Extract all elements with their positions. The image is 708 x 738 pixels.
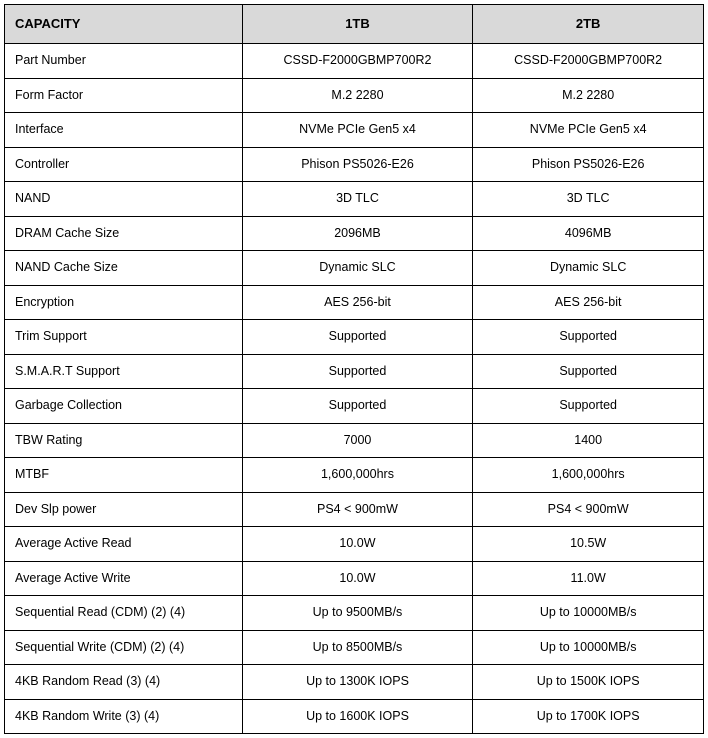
cell-2tb: 4096MB xyxy=(473,216,704,251)
cell-1tb: 10.0W xyxy=(242,561,473,596)
cell-2tb: 3D TLC xyxy=(473,182,704,217)
cell-1tb: Up to 1600K IOPS xyxy=(242,699,473,734)
cell-1tb: Dynamic SLC xyxy=(242,251,473,286)
table-row: Average Active Read10.0W10.5W xyxy=(5,527,704,562)
table-row: InterfaceNVMe PCIe Gen5 x4NVMe PCIe Gen5… xyxy=(5,113,704,148)
table-row: DRAM Cache Size2096MB4096MB xyxy=(5,216,704,251)
cell-1tb: Phison PS5026-E26 xyxy=(242,147,473,182)
cell-1tb: NVMe PCIe Gen5 x4 xyxy=(242,113,473,148)
cell-1tb: Up to 9500MB/s xyxy=(242,596,473,631)
table-row: Average Active Write10.0W11.0W xyxy=(5,561,704,596)
table-row: NAND3D TLC3D TLC xyxy=(5,182,704,217)
row-label: DRAM Cache Size xyxy=(5,216,243,251)
row-label: Dev Slp power xyxy=(5,492,243,527)
row-label: NAND xyxy=(5,182,243,217)
table-row: EncryptionAES 256-bitAES 256-bit xyxy=(5,285,704,320)
table-row: Sequential Write (CDM) (2) (4)Up to 8500… xyxy=(5,630,704,665)
cell-2tb: Up to 10000MB/s xyxy=(473,630,704,665)
row-label: MTBF xyxy=(5,458,243,493)
row-label: Form Factor xyxy=(5,78,243,113)
cell-2tb: 10.5W xyxy=(473,527,704,562)
cell-1tb: Up to 8500MB/s xyxy=(242,630,473,665)
row-label: Sequential Write (CDM) (2) (4) xyxy=(5,630,243,665)
table-row: Sequential Read (CDM) (2) (4)Up to 9500M… xyxy=(5,596,704,631)
cell-2tb: Supported xyxy=(473,389,704,424)
cell-2tb: Up to 1500K IOPS xyxy=(473,665,704,700)
table-row: MTBF1,600,000hrs1,600,000hrs xyxy=(5,458,704,493)
row-label: Sequential Read (CDM) (2) (4) xyxy=(5,596,243,631)
cell-2tb: Up to 1700K IOPS xyxy=(473,699,704,734)
table-row: ControllerPhison PS5026-E26Phison PS5026… xyxy=(5,147,704,182)
cell-2tb: Dynamic SLC xyxy=(473,251,704,286)
row-label: Garbage Collection xyxy=(5,389,243,424)
table-row: Garbage CollectionSupportedSupported xyxy=(5,389,704,424)
spec-table: CAPACITY 1TB 2TB Part NumberCSSD-F2000GB… xyxy=(4,4,704,734)
row-label: Interface xyxy=(5,113,243,148)
cell-1tb: M.2 2280 xyxy=(242,78,473,113)
cell-2tb: CSSD-F2000GBMP700R2 xyxy=(473,44,704,79)
cell-1tb: Supported xyxy=(242,320,473,355)
row-label: NAND Cache Size xyxy=(5,251,243,286)
cell-1tb: AES 256-bit xyxy=(242,285,473,320)
cell-2tb: 1,600,000hrs xyxy=(473,458,704,493)
cell-2tb: 11.0W xyxy=(473,561,704,596)
table-row: 4KB Random Write (3) (4)Up to 1600K IOPS… xyxy=(5,699,704,734)
row-label: 4KB Random Read (3) (4) xyxy=(5,665,243,700)
row-label: Average Active Read xyxy=(5,527,243,562)
cell-1tb: Supported xyxy=(242,354,473,389)
table-row: TBW Rating70001400 xyxy=(5,423,704,458)
cell-2tb: PS4 < 900mW xyxy=(473,492,704,527)
cell-1tb: 1,600,000hrs xyxy=(242,458,473,493)
cell-2tb: Phison PS5026-E26 xyxy=(473,147,704,182)
row-label: TBW Rating xyxy=(5,423,243,458)
cell-1tb: 2096MB xyxy=(242,216,473,251)
table-header-row: CAPACITY 1TB 2TB xyxy=(5,5,704,44)
table-row: Dev Slp powerPS4 < 900mWPS4 < 900mW xyxy=(5,492,704,527)
table-row: Form FactorM.2 2280M.2 2280 xyxy=(5,78,704,113)
row-label: 4KB Random Write (3) (4) xyxy=(5,699,243,734)
table-row: NAND Cache SizeDynamic SLCDynamic SLC xyxy=(5,251,704,286)
cell-1tb: PS4 < 900mW xyxy=(242,492,473,527)
cell-2tb: M.2 2280 xyxy=(473,78,704,113)
table-body: Part NumberCSSD-F2000GBMP700R2CSSD-F2000… xyxy=(5,44,704,734)
row-label: Part Number xyxy=(5,44,243,79)
cell-2tb: 1400 xyxy=(473,423,704,458)
col-header-2tb: 2TB xyxy=(473,5,704,44)
cell-2tb: Supported xyxy=(473,320,704,355)
cell-1tb: Supported xyxy=(242,389,473,424)
cell-2tb: AES 256-bit xyxy=(473,285,704,320)
table-row: Trim SupportSupportedSupported xyxy=(5,320,704,355)
cell-1tb: 7000 xyxy=(242,423,473,458)
cell-1tb: 10.0W xyxy=(242,527,473,562)
row-label: Trim Support xyxy=(5,320,243,355)
row-label: S.M.A.R.T Support xyxy=(5,354,243,389)
cell-1tb: 3D TLC xyxy=(242,182,473,217)
cell-2tb: Up to 10000MB/s xyxy=(473,596,704,631)
cell-2tb: Supported xyxy=(473,354,704,389)
table-row: Part NumberCSSD-F2000GBMP700R2CSSD-F2000… xyxy=(5,44,704,79)
cell-2tb: NVMe PCIe Gen5 x4 xyxy=(473,113,704,148)
row-label: Controller xyxy=(5,147,243,182)
table-row: S.M.A.R.T SupportSupportedSupported xyxy=(5,354,704,389)
row-label: Encryption xyxy=(5,285,243,320)
row-label: Average Active Write xyxy=(5,561,243,596)
cell-1tb: Up to 1300K IOPS xyxy=(242,665,473,700)
col-header-capacity: CAPACITY xyxy=(5,5,243,44)
table-row: 4KB Random Read (3) (4)Up to 1300K IOPSU… xyxy=(5,665,704,700)
cell-1tb: CSSD-F2000GBMP700R2 xyxy=(242,44,473,79)
col-header-1tb: 1TB xyxy=(242,5,473,44)
